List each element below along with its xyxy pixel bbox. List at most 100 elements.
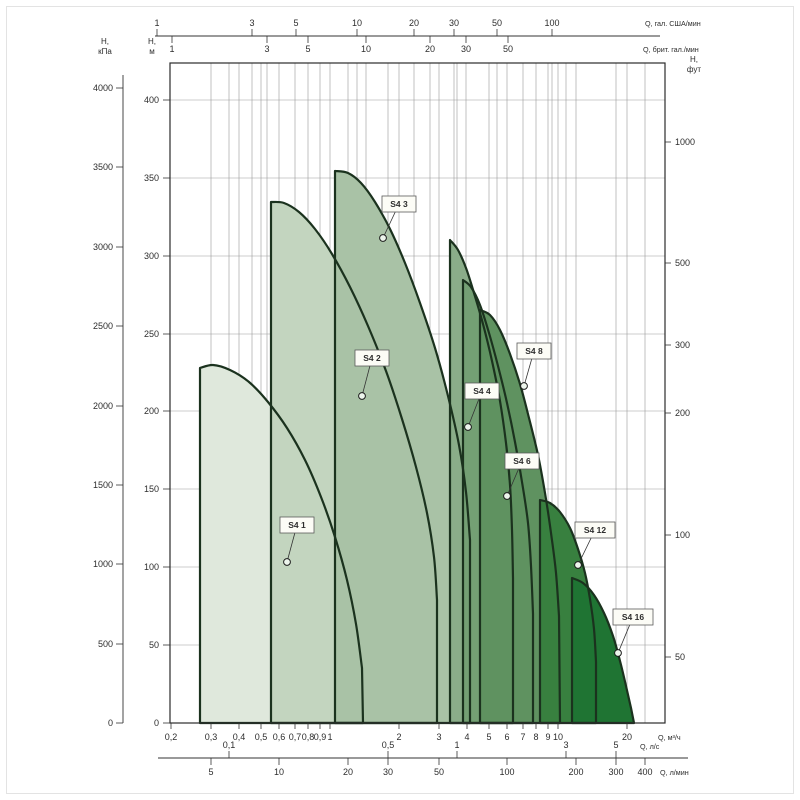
m3h-unit-label: Q, м³/ч bbox=[658, 733, 681, 742]
callout-dot bbox=[379, 234, 387, 242]
pump-outline-s4-1 bbox=[198, 363, 365, 725]
pump-callout-s4-6: S4 6 bbox=[503, 452, 540, 500]
us-gpm-tick-label: 100 bbox=[544, 18, 559, 28]
lmin-unit-label: Q, л/мин bbox=[660, 768, 689, 777]
imp-gpm-tick-label: 50 bbox=[503, 44, 513, 54]
axis-bottom-m3h: 0,2 0,3 0,4 0,5 0,6 0,7 0,8 0,9 1 2 3 4 5 6 7 8 9 10 20 Q, … bbox=[165, 723, 681, 742]
kpa-tick-label: 2000 bbox=[93, 401, 113, 411]
m-unit-label: H, bbox=[148, 37, 156, 46]
ls-unit-label: Q, л/с bbox=[640, 742, 660, 751]
kpa-tick-label: 4000 bbox=[93, 83, 113, 93]
m3h-tick-label: 0,3 bbox=[205, 732, 218, 742]
imp-gpm-unit-label: Q, брит. гал./мин bbox=[643, 45, 699, 54]
m3h-tick-label: 7 bbox=[520, 732, 525, 742]
ls-tick-label: 5 bbox=[613, 740, 618, 750]
us-gpm-tick-label: 3 bbox=[249, 18, 254, 28]
callout-dot bbox=[520, 382, 528, 390]
pump-callout-s4-1: S4 1 bbox=[279, 516, 315, 566]
lmin-tick-label: 10 bbox=[274, 767, 284, 777]
us-gpm-tick-label: 1 bbox=[154, 18, 159, 28]
m-tick-label: 350 bbox=[144, 173, 159, 183]
ls-tick-label: 0,1 bbox=[223, 740, 236, 750]
ft-tick-label: 100 bbox=[675, 530, 690, 540]
pump-region-s4-16 bbox=[572, 578, 634, 723]
pump-callout-s4-8: S4 8 bbox=[516, 342, 552, 390]
pump-outline-s4-6 bbox=[461, 278, 535, 725]
kpa-tick-label: 3000 bbox=[93, 242, 113, 252]
pump-outline-s4-12 bbox=[538, 498, 598, 725]
kpa-unit-label: H, bbox=[101, 37, 109, 46]
m3h-tick-label: 0,2 bbox=[165, 732, 178, 742]
imp-gpm-tick-label: 20 bbox=[425, 44, 435, 54]
callout-dot bbox=[574, 561, 582, 569]
callout-box bbox=[381, 195, 417, 213]
kpa-tick-label: 1500 bbox=[93, 480, 113, 490]
axis-bottom-ls-lmin: 0,1 0,5 1 3 5 Q, л/с 5 10 20 30 50 100 200 300 400 Q, л… bbox=[158, 740, 689, 777]
lmin-tick-label: 300 bbox=[608, 767, 623, 777]
pump-callouts: S4 1 S4 2 S4 3 S4 4 S4 6 S4 8 S4 12 S4 16 bbox=[279, 195, 654, 657]
pump-outline-s4-4 bbox=[448, 238, 515, 725]
pump-outline-s4-3 bbox=[333, 169, 472, 725]
lmin-tick-label: 20 bbox=[343, 767, 353, 777]
m3h-tick-label: 10 bbox=[553, 732, 563, 742]
callout-box bbox=[516, 342, 552, 360]
imp-gpm-tick-label: 30 bbox=[461, 44, 471, 54]
ft-tick-label: 300 bbox=[675, 340, 690, 350]
callout-dot bbox=[283, 558, 291, 566]
lmin-tick-label: 50 bbox=[434, 767, 444, 777]
m-tick-label: 50 bbox=[149, 640, 159, 650]
kpa-tick-label: 3500 bbox=[93, 162, 113, 172]
m3h-tick-label: 0,7 bbox=[289, 732, 302, 742]
m3h-tick-label: 4 bbox=[464, 732, 469, 742]
pump-outline-s4-2 bbox=[269, 200, 439, 725]
lmin-tick-label: 400 bbox=[637, 767, 652, 777]
m3h-tick-label: 5 bbox=[486, 732, 491, 742]
pump-callout-s4-2: S4 2 bbox=[354, 349, 390, 400]
imp-gpm-tick-label: 3 bbox=[264, 44, 269, 54]
callout-box bbox=[612, 608, 654, 626]
m3h-tick-label: 0,9 bbox=[314, 732, 327, 742]
ft-tick-label: 50 bbox=[675, 652, 685, 662]
ft-unit-label: H, bbox=[690, 55, 698, 64]
m3h-tick-label: 20 bbox=[622, 732, 632, 742]
m-tick-label: 300 bbox=[144, 251, 159, 261]
callout-box bbox=[574, 521, 616, 539]
ft-tick-label: 500 bbox=[675, 258, 690, 268]
m-tick-label: 0 bbox=[154, 718, 159, 728]
ls-tick-label: 1 bbox=[454, 740, 459, 750]
axis-left-kpa: 4000 3500 3000 2500 2000 1500 1000 500 0 H,кПа bbox=[93, 37, 124, 728]
kpa-unit-label: кПа bbox=[98, 47, 112, 56]
pump-name-label: S4 2 bbox=[363, 353, 381, 363]
pump-outline-s4-8 bbox=[478, 308, 562, 725]
m3h-tick-label: 1 bbox=[327, 732, 332, 742]
pump-callout-s4-12: S4 12 bbox=[574, 521, 616, 569]
m-tick-label: 200 bbox=[144, 406, 159, 416]
m3h-tick-label: 3 bbox=[436, 732, 441, 742]
lmin-tick-label: 100 bbox=[499, 767, 514, 777]
axis-top-gpm: 1 3 5 10 20 30 50 100 Q, гал. США/мин 1 3 5 10 20 30 50… bbox=[154, 18, 700, 54]
pump-callout-s4-3: S4 3 bbox=[379, 195, 417, 242]
us-gpm-unit-label: Q, гал. США/мин bbox=[645, 19, 701, 28]
plot-border bbox=[169, 62, 666, 724]
kpa-tick-label: 1000 bbox=[93, 559, 113, 569]
kpa-tick-label: 0 bbox=[108, 718, 113, 728]
lmin-tick-label: 30 bbox=[383, 767, 393, 777]
pump-name-label: S4 6 bbox=[513, 456, 531, 466]
pump-name-label: S4 1 bbox=[288, 520, 306, 530]
lmin-tick-label: 5 bbox=[208, 767, 213, 777]
kpa-tick-label: 500 bbox=[98, 639, 113, 649]
imp-gpm-tick-label: 5 bbox=[305, 44, 310, 54]
ft-tick-label: 200 bbox=[675, 408, 690, 418]
ls-tick-label: 0,5 bbox=[382, 740, 395, 750]
us-gpm-tick-label: 10 bbox=[352, 18, 362, 28]
m-tick-label: 250 bbox=[144, 329, 159, 339]
us-gpm-tick-label: 20 bbox=[409, 18, 419, 28]
pump-name-label: S4 4 bbox=[473, 386, 491, 396]
callout-box bbox=[504, 452, 540, 470]
callout-box bbox=[464, 382, 500, 400]
pump-name-label: S4 12 bbox=[584, 525, 606, 535]
callout-dot bbox=[503, 492, 511, 500]
pump-regions bbox=[200, 171, 634, 723]
pump-callout-s4-16: S4 16 bbox=[612, 608, 654, 657]
